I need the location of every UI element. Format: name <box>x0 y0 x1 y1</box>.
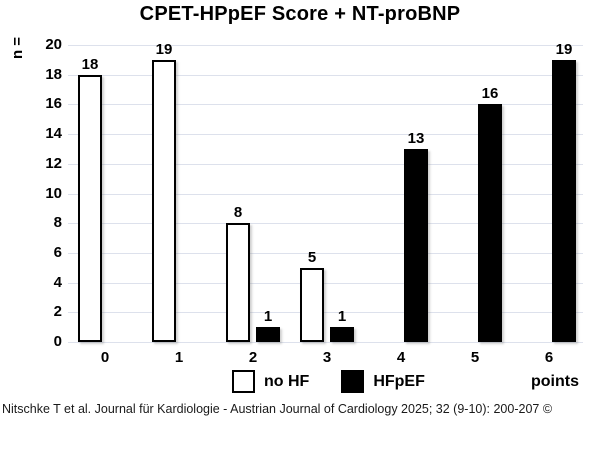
legend-item-hfpef: HFpEF <box>341 370 425 393</box>
x-tick-label: 5 <box>470 349 480 366</box>
bar-hfpef-6 <box>552 59 576 342</box>
gridline <box>68 74 583 76</box>
gridline <box>68 342 583 343</box>
bar-hfpef-4 <box>404 148 428 342</box>
bar-value-label: 16 <box>481 85 499 103</box>
bar-no-hf-2 <box>226 223 250 342</box>
bar-value-label: 19 <box>155 40 173 58</box>
bar-no-hf-0 <box>78 74 102 342</box>
gridline <box>68 45 583 46</box>
bar-value-label: 1 <box>337 308 347 326</box>
chart-title: CPET-HPpEF Score + NT-proBNP <box>139 3 461 25</box>
y-tick-label: 2 <box>53 303 62 321</box>
y-tick-label: 8 <box>53 214 62 232</box>
plot-area: 18 19 8 5 1 1 13 16 19 <box>68 41 583 343</box>
bar-hfpef-3 <box>330 327 354 342</box>
legend-label: no HF <box>264 372 310 390</box>
bar-no-hf-3 <box>300 267 324 342</box>
gridline <box>68 163 583 165</box>
x-tick-label: 1 <box>174 349 184 366</box>
gridline <box>68 134 583 136</box>
bar-hfpef-5 <box>478 104 502 342</box>
gridline <box>68 252 583 254</box>
y-tick-label: 6 <box>53 243 62 261</box>
y-tick-label: 16 <box>45 95 62 113</box>
y-tick-label: 12 <box>45 154 62 172</box>
y-tick-label: 10 <box>45 184 62 202</box>
legend: no HF HFpEF <box>232 370 425 393</box>
legend-swatch-no-hf <box>232 370 255 393</box>
x-tick-label: 6 <box>544 349 554 366</box>
bar-value-label: 19 <box>555 40 573 58</box>
gridline <box>68 193 583 195</box>
gridline <box>68 223 583 225</box>
x-axis-unit-label: points <box>531 373 579 390</box>
x-tick-label: 3 <box>322 349 332 366</box>
x-tick-label: 2 <box>248 349 258 366</box>
citation: Nitschke T et al. Journal für Kardiologi… <box>2 402 553 416</box>
bar-value-label: 1 <box>263 308 273 326</box>
gridline <box>68 312 583 314</box>
bar-value-label: 13 <box>407 129 425 147</box>
bar-no-hf-1 <box>152 59 176 342</box>
y-tick-label: 18 <box>45 65 62 83</box>
legend-item-no-hf: no HF <box>232 370 309 393</box>
y-tick-label: 20 <box>45 36 62 53</box>
y-tick-label: 4 <box>53 273 62 291</box>
bar-value-label: 5 <box>307 248 317 266</box>
bar-value-label: 18 <box>81 55 99 73</box>
y-tick-label: 0 <box>53 333 62 350</box>
legend-label: HFpEF <box>373 372 425 390</box>
x-tick-label: 0 <box>100 349 110 366</box>
y-tick-label: 14 <box>45 125 62 143</box>
bar-value-label: 8 <box>233 204 243 222</box>
legend-swatch-hfpef <box>341 370 365 393</box>
gridline <box>68 104 583 106</box>
x-tick-label: 4 <box>396 349 406 366</box>
bar-hfpef-2 <box>256 327 280 342</box>
gridline <box>68 282 583 284</box>
